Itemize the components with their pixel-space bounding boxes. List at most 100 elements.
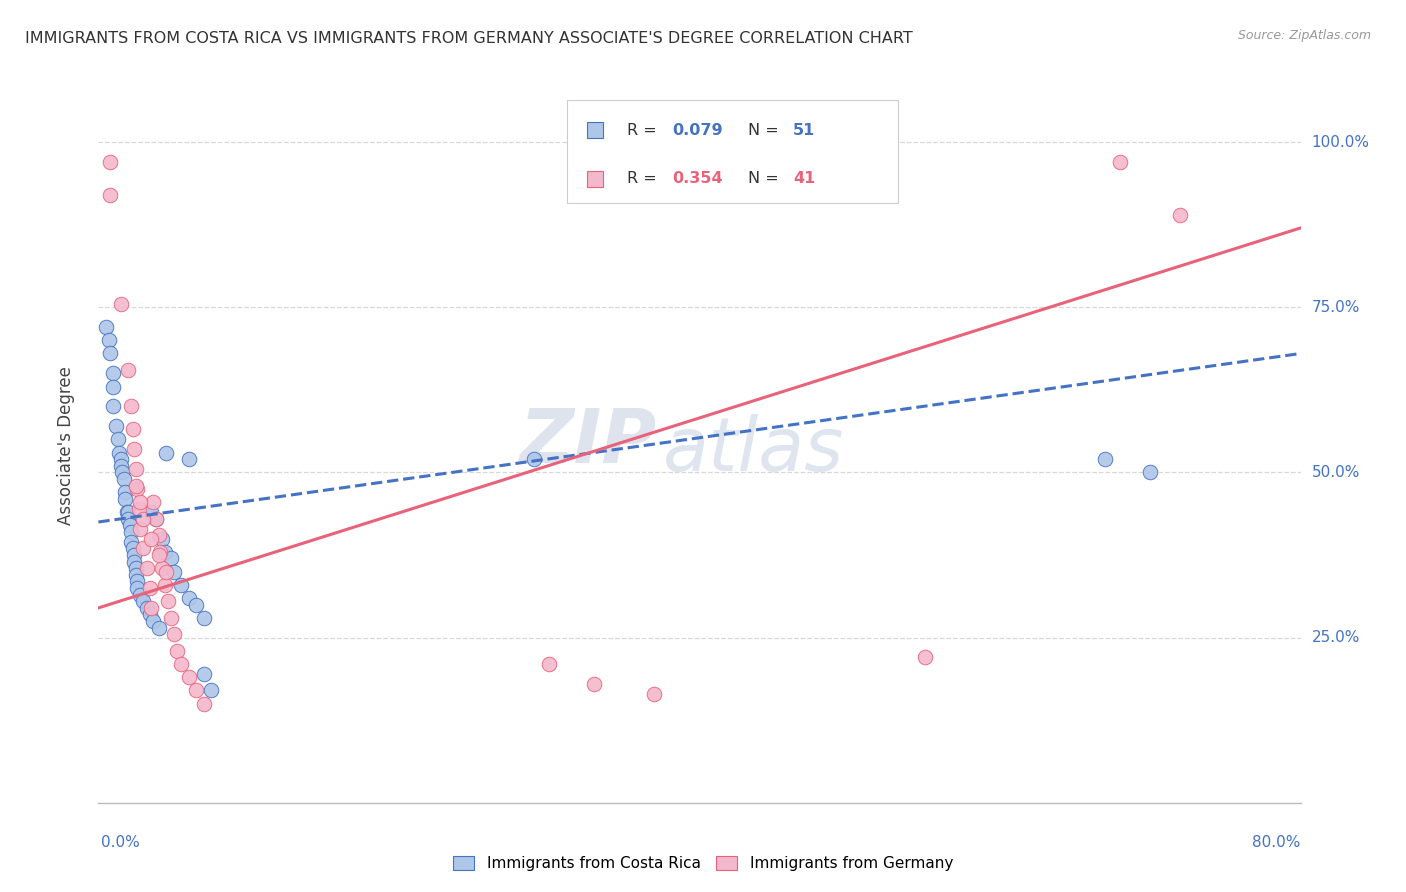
Point <box>122 422 145 436</box>
Point <box>145 511 167 525</box>
Point <box>166 644 188 658</box>
Point <box>127 574 149 589</box>
Point <box>170 578 193 592</box>
Point <box>100 154 122 169</box>
Text: 51: 51 <box>793 123 815 138</box>
Point <box>135 600 157 615</box>
Point <box>129 522 152 536</box>
Point <box>107 433 129 447</box>
Point <box>162 565 184 579</box>
Point <box>114 485 136 500</box>
Point <box>125 561 148 575</box>
Point <box>148 621 170 635</box>
Point <box>148 528 170 542</box>
Point <box>125 567 148 582</box>
Point <box>177 591 200 605</box>
Text: 75.0%: 75.0% <box>1312 300 1360 315</box>
Point <box>121 524 143 539</box>
Point <box>108 445 131 459</box>
Point <box>117 363 139 377</box>
Point <box>125 478 148 492</box>
Point <box>135 561 157 575</box>
Text: Source: ZipAtlas.com: Source: ZipAtlas.com <box>1237 29 1371 42</box>
Point <box>110 452 132 467</box>
Point <box>124 442 146 457</box>
Point <box>155 565 177 579</box>
Text: 25.0%: 25.0% <box>1312 630 1360 645</box>
Point <box>139 532 162 546</box>
Point <box>138 581 160 595</box>
Point <box>132 541 155 556</box>
Point <box>523 452 546 467</box>
Point <box>121 534 143 549</box>
Text: 50.0%: 50.0% <box>1312 465 1360 480</box>
Point <box>170 657 193 671</box>
Point <box>124 555 146 569</box>
Point <box>914 650 936 665</box>
Point <box>111 466 134 480</box>
Point <box>122 541 145 556</box>
Point <box>132 594 155 608</box>
Point <box>159 551 181 566</box>
Text: 80.0%: 80.0% <box>1253 836 1301 850</box>
Point <box>184 683 207 698</box>
Text: 0.354: 0.354 <box>672 171 723 186</box>
Point <box>1094 452 1116 467</box>
Point <box>97 333 120 347</box>
Point <box>162 627 184 641</box>
Point <box>141 495 163 509</box>
Text: R =: R = <box>627 171 662 186</box>
Text: atlas: atlas <box>664 414 845 485</box>
Point <box>193 611 215 625</box>
Point <box>94 320 117 334</box>
Point <box>125 462 148 476</box>
Point <box>115 505 138 519</box>
Point <box>110 458 132 473</box>
Point <box>138 607 160 622</box>
Point <box>149 545 172 559</box>
Point <box>150 532 173 546</box>
FancyBboxPatch shape <box>567 100 898 203</box>
Text: 41: 41 <box>793 171 815 186</box>
Text: ZIP: ZIP <box>520 406 658 479</box>
Point <box>200 683 222 698</box>
Point <box>105 419 128 434</box>
Point <box>1109 154 1132 169</box>
Point <box>153 545 176 559</box>
Point <box>159 611 181 625</box>
Text: 100.0%: 100.0% <box>1312 135 1369 150</box>
Text: 0.079: 0.079 <box>672 123 723 138</box>
Point <box>193 667 215 681</box>
Point <box>110 297 132 311</box>
Text: N =: N = <box>748 171 783 186</box>
Point <box>112 472 135 486</box>
Point <box>127 482 149 496</box>
Point <box>100 346 122 360</box>
Point <box>128 501 150 516</box>
Point <box>118 518 141 533</box>
Point <box>148 548 170 562</box>
Point <box>177 670 200 684</box>
Point <box>145 511 167 525</box>
Point <box>139 600 162 615</box>
Point <box>156 594 179 608</box>
Point <box>124 548 146 562</box>
Point <box>141 614 163 628</box>
Point <box>583 677 606 691</box>
Point <box>153 578 176 592</box>
Point <box>1170 208 1192 222</box>
Point <box>117 511 139 525</box>
Point <box>538 657 561 671</box>
Point <box>117 505 139 519</box>
Point <box>121 400 143 414</box>
Point <box>150 561 173 575</box>
Point <box>139 505 162 519</box>
Text: 0.0%: 0.0% <box>101 836 141 850</box>
Point <box>177 452 200 467</box>
Point <box>1139 466 1161 480</box>
Text: R =: R = <box>627 123 662 138</box>
Point <box>103 367 125 381</box>
Point <box>193 697 215 711</box>
Point <box>127 581 149 595</box>
Point <box>103 379 125 393</box>
